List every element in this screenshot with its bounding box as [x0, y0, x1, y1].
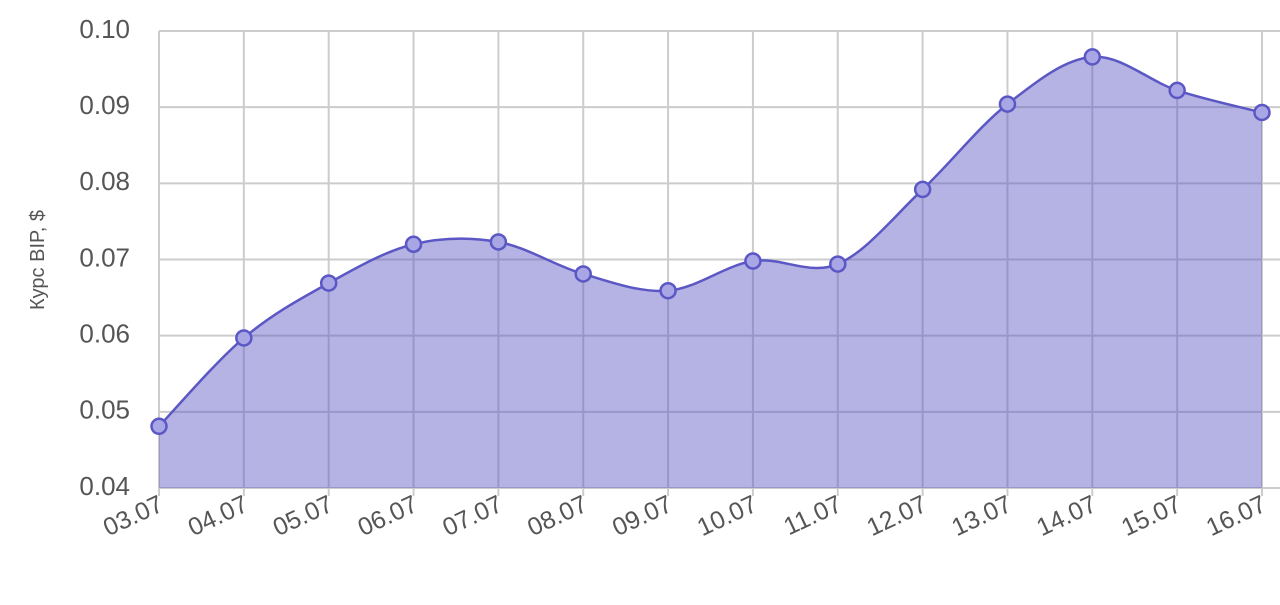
x-tick-label: 11.07: [779, 490, 846, 541]
point: [998, 95, 1017, 113]
y-tick-label: 0.06: [79, 319, 130, 349]
y-tick-label: 0.07: [79, 242, 130, 272]
x-tick-label: 15.07: [1117, 490, 1186, 542]
y-tick-label: 0.04: [79, 471, 130, 501]
x-tick-label: 05.07: [269, 490, 338, 542]
x-tick-label: 14.07: [1032, 490, 1101, 542]
point: [744, 252, 762, 270]
x-tick-label: 12.07: [863, 490, 932, 542]
point: [1083, 48, 1102, 66]
y-axis-label: Курс BIP, $: [27, 210, 49, 310]
x-tick-label: 06.07: [354, 490, 423, 542]
point: [404, 235, 423, 254]
x-tick-label: 07.07: [438, 490, 507, 542]
x-tick-label: 08.07: [523, 490, 592, 542]
point: [1168, 81, 1186, 100]
y-tick-label: 0.09: [79, 90, 130, 120]
point: [489, 233, 508, 251]
x-tick-label: 10.07: [693, 490, 762, 542]
point: [319, 274, 338, 292]
point: [913, 180, 932, 199]
point: [829, 255, 847, 273]
point: [150, 417, 168, 436]
x-tick-label: 04.07: [184, 490, 253, 542]
y-tick-label: 0.10: [79, 14, 130, 44]
point: [1253, 103, 1271, 122]
x-tick-label: 16.07: [1202, 490, 1271, 542]
y-tick-label: 0.05: [79, 395, 130, 425]
y-tick-label: 0.08: [79, 166, 130, 196]
area: [159, 56, 1262, 489]
point: [574, 265, 592, 283]
point: [235, 329, 253, 347]
x-tick-label: 13.07: [947, 490, 1016, 542]
point: [659, 281, 677, 300]
x-tick-label: 09.07: [608, 490, 677, 542]
